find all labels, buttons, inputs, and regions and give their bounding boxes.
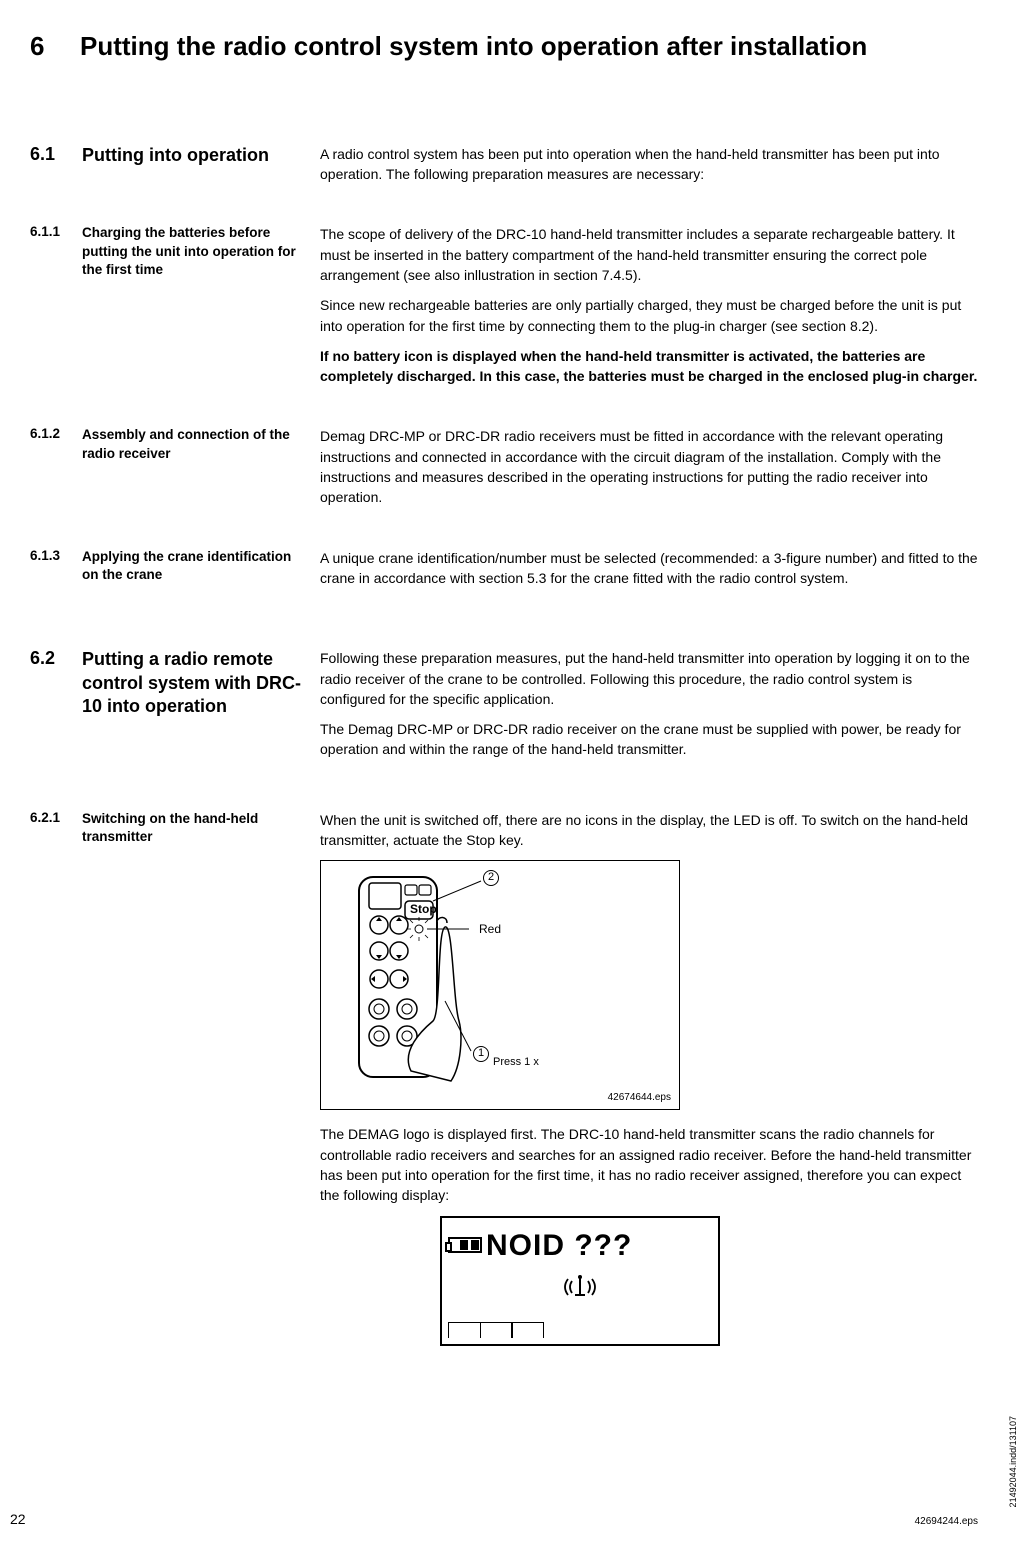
subsection-number: 6.2.1 — [30, 810, 70, 825]
subsection-title: Assembly and connection of the radio rec… — [82, 426, 305, 462]
subsection-number: 6.1.1 — [30, 224, 70, 239]
section-title: Putting a radio remote control system wi… — [82, 648, 305, 718]
subsection-title: Switching on the hand-held transmitter — [82, 810, 305, 846]
callout-2-num: 2 — [483, 870, 499, 886]
body-text: Since new rechargeable batteries are onl… — [320, 295, 978, 336]
figure-caption: 42674644.eps — [608, 1091, 671, 1106]
subsection-number: 6.1.2 — [30, 426, 70, 441]
subsection-title: Applying the crane identification on the… — [82, 548, 305, 584]
display-figure: NOID ??? — [440, 1216, 720, 1346]
battery-icon — [448, 1237, 482, 1253]
section-number: 6.1 — [30, 144, 70, 165]
chapter-heading: 6 Putting the radio control system into … — [30, 30, 978, 64]
body-text: Following these preparation measures, pu… — [320, 648, 978, 709]
body-text: Demag DRC-MP or DRC-DR radio receivers m… — [320, 426, 978, 507]
transmitter-figure: Stop 2 Red 1 Press 1 x 42674644.eps — [320, 860, 680, 1110]
callout-1-num: 1 — [473, 1046, 489, 1062]
body-text: A radio control system has been put into… — [320, 144, 978, 185]
body-text: The DEMAG logo is displayed first. The D… — [320, 1124, 978, 1205]
body-text-bold: If no battery icon is displayed when the… — [320, 346, 978, 387]
section-title: Putting into operation — [82, 144, 269, 167]
chapter-title-text: Putting the radio control system into op… — [80, 30, 978, 64]
subsection-number: 6.1.3 — [30, 548, 70, 563]
body-text: When the unit is switched off, there are… — [320, 810, 978, 851]
body-text: The Demag DRC-MP or DRC-DR radio receive… — [320, 719, 978, 760]
figure2-caption: 42694244.eps — [915, 1516, 978, 1527]
softkey-boxes — [448, 1322, 543, 1338]
red-label: Red — [479, 921, 501, 938]
side-reference: 21492044.indd/131107 — [1008, 1416, 1018, 1507]
stop-label: Stop — [410, 901, 437, 918]
press-label: Press 1 x — [493, 1055, 539, 1071]
section-number: 6.2 — [30, 648, 70, 669]
page-number: 22 — [10, 1511, 26, 1527]
callout-1: 1 — [473, 1043, 489, 1062]
antenna-icon — [448, 1273, 712, 1308]
callout-2: 2 — [483, 867, 499, 886]
noid-text: NOID ??? — [486, 1224, 632, 1268]
chapter-number: 6 — [30, 30, 60, 64]
body-text: A unique crane identification/number mus… — [320, 548, 978, 589]
subsection-title: Charging the batteries before putting th… — [82, 224, 305, 279]
body-text: The scope of delivery of the DRC-10 hand… — [320, 224, 978, 285]
